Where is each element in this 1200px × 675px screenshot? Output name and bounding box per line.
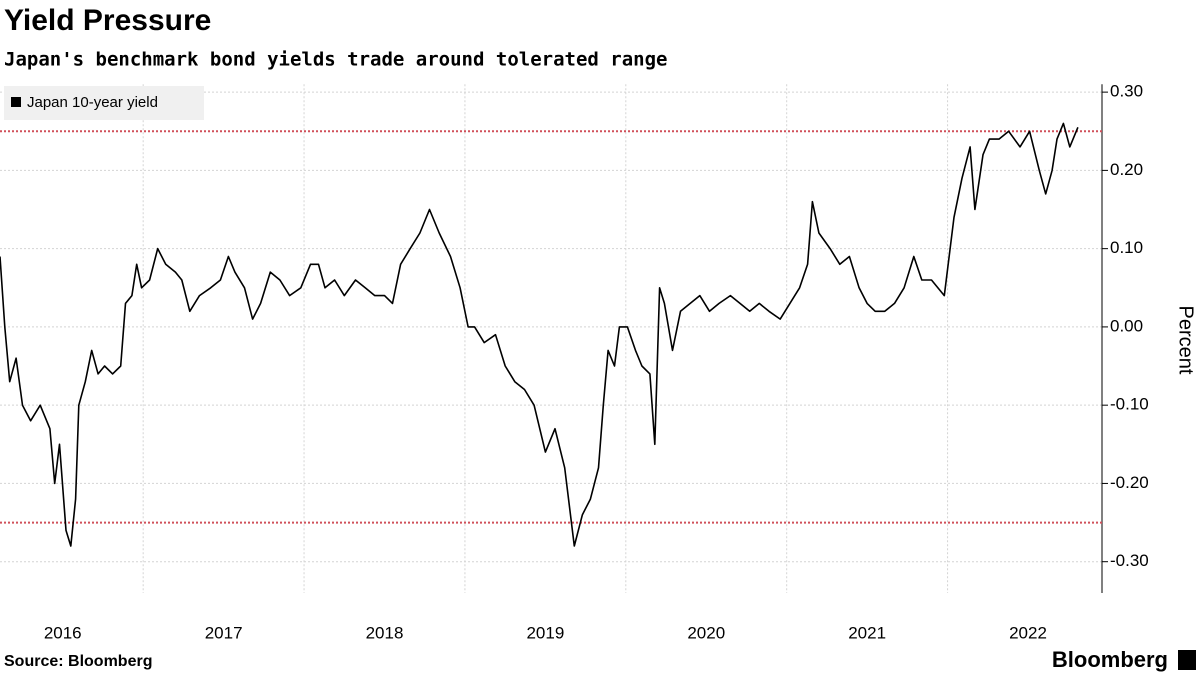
legend-label: Japan 10-year yield: [27, 94, 158, 111]
brand-icon: [1178, 650, 1196, 670]
x-tick-label: 2021: [848, 623, 886, 642]
y-tick-label: -0.20: [1110, 473, 1149, 492]
x-tick-label: 2020: [687, 623, 725, 642]
y-axis-label: Percent: [1175, 306, 1197, 375]
line: [0, 122, 1079, 547]
y-tick-label: 0.00: [1110, 316, 1143, 335]
chart-title: Yield Pressure: [4, 4, 211, 37]
y-tick-label: -0.10: [1110, 395, 1149, 414]
brand: Bloomberg: [1052, 647, 1168, 672]
y-tick-label: -0.30: [1110, 551, 1149, 570]
legend-box: [4, 86, 204, 120]
x-tick-label: 2019: [526, 623, 564, 642]
x-tick-label: 2016: [44, 623, 82, 642]
x-tick-label: 2018: [366, 623, 404, 642]
chart-subtitle: Japan's benchmark bond yields trade arou…: [4, 49, 667, 71]
source: Source: Bloomberg: [4, 653, 152, 670]
y-tick-label: 0.20: [1110, 160, 1143, 179]
y-tick-label: 0.10: [1110, 238, 1143, 257]
x-tick-label: 2022: [1009, 623, 1047, 642]
y-tick-label: 0.30: [1110, 82, 1143, 101]
legend-swatch: [11, 97, 21, 107]
x-tick-label: 2017: [205, 623, 243, 642]
